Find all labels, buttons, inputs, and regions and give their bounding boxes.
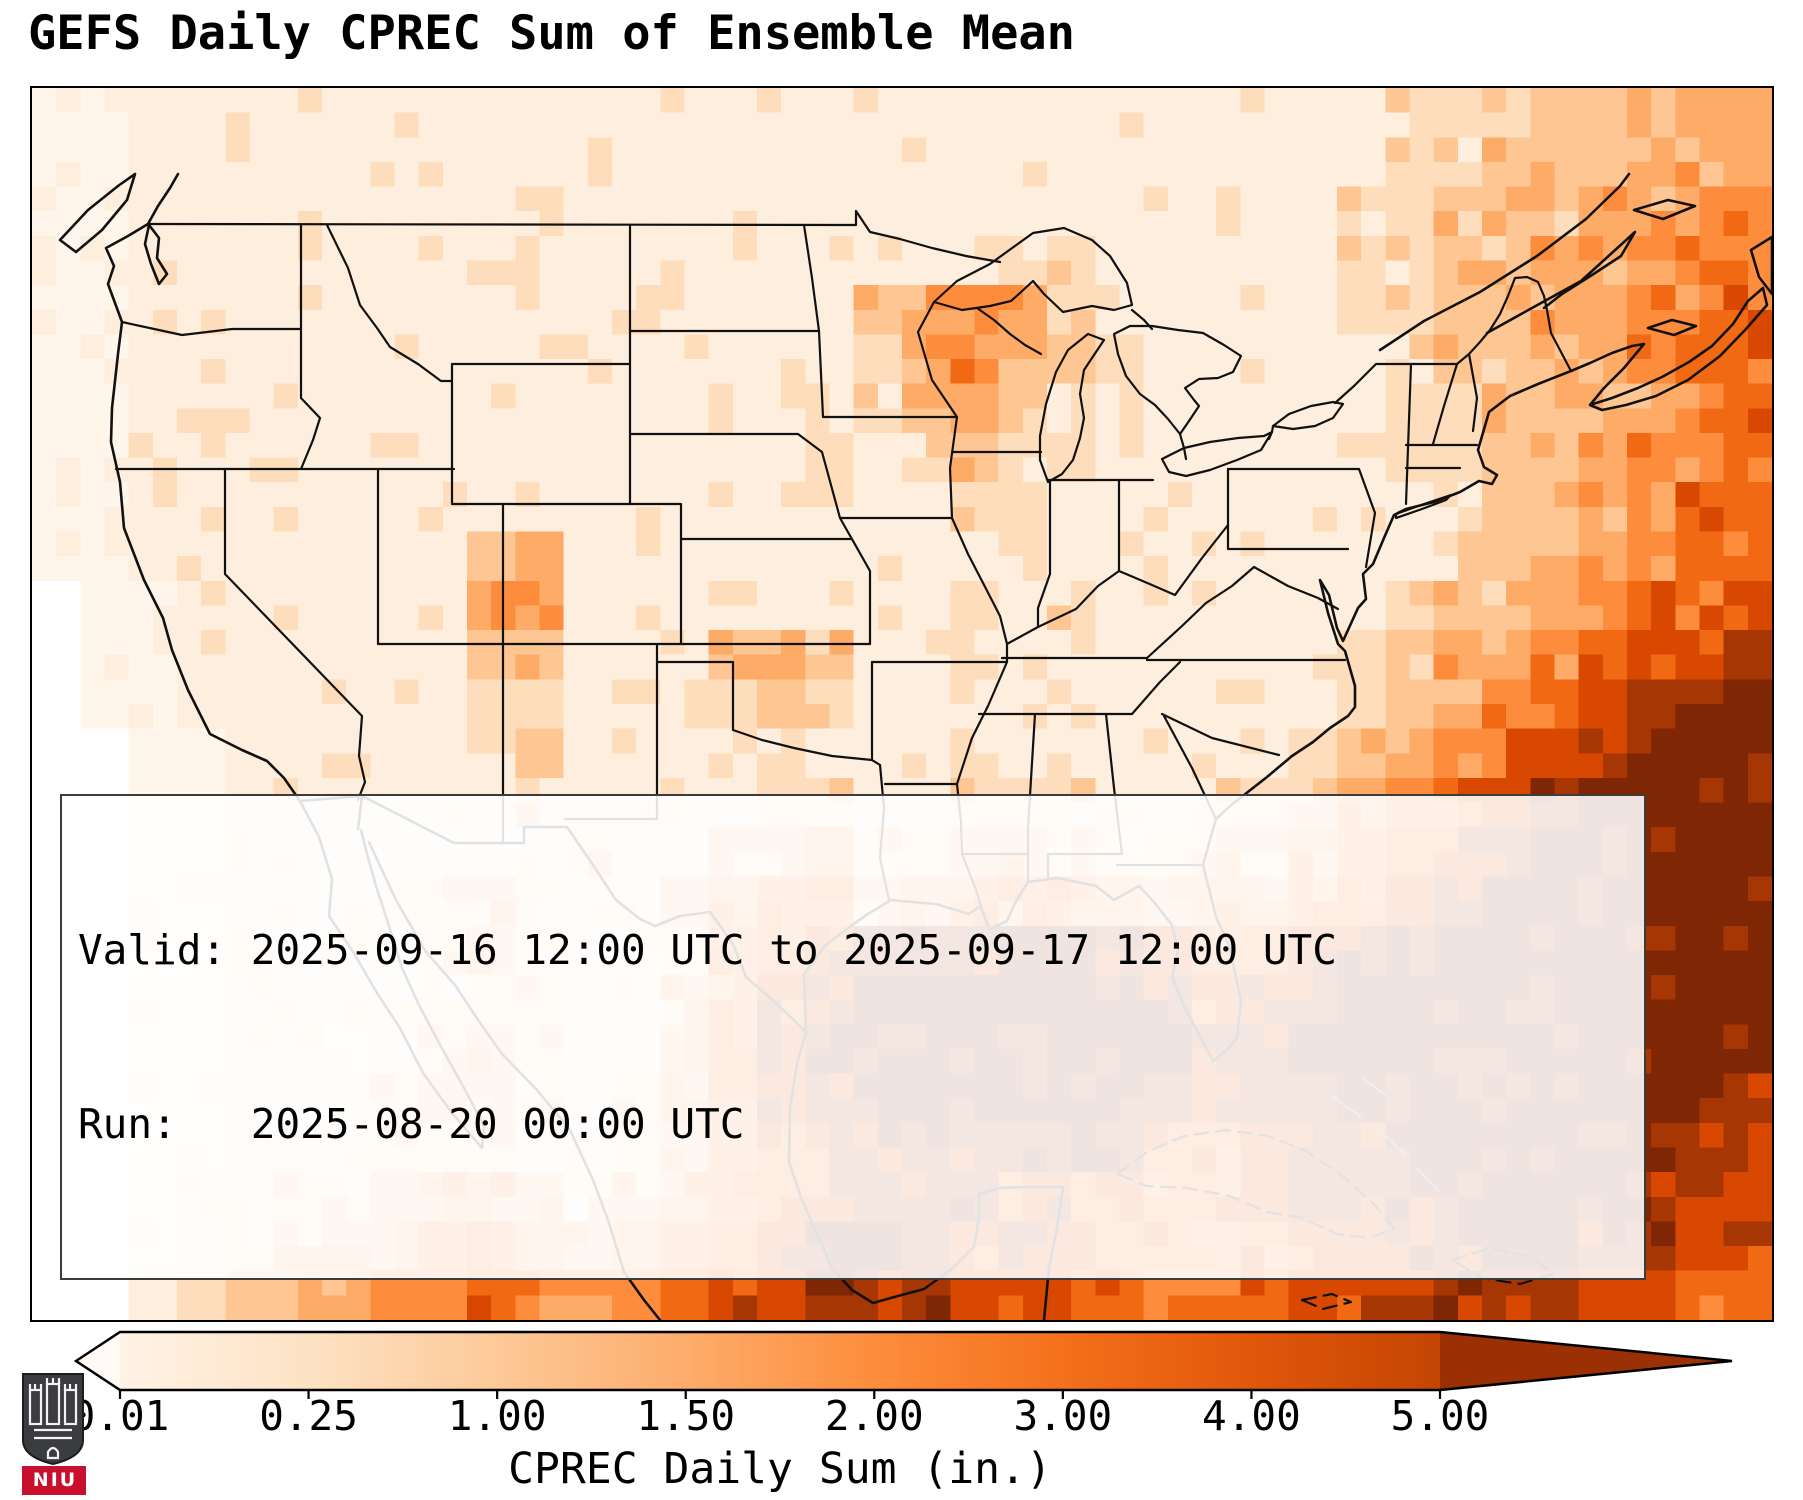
colorbar-tick: 5.00	[1390, 1392, 1490, 1440]
valid-text: Valid: 2025-09-16 12:00 UTC to 2025-09-1…	[78, 925, 1337, 974]
castle-icon	[22, 1373, 84, 1466]
colorbar-tick: 3.00	[1013, 1392, 1113, 1440]
colorbar-label: CPREC Daily Sum (in.)	[508, 1444, 1052, 1494]
colorbar-tick-labels: 0.01 0.25 1.00 1.50 2.00 3.00 4.00 5.00	[0, 1392, 1803, 1444]
colorbar-tick: 4.00	[1202, 1392, 1301, 1440]
colorbar-tick: 0.01	[70, 1392, 170, 1440]
colorbar-tick: 0.25	[259, 1392, 358, 1440]
niu-logo-text: NIU	[22, 1466, 86, 1495]
map-panel: Valid: 2025-09-16 12:00 UTC to 2025-09-1…	[30, 86, 1774, 1322]
state-borders-path	[114, 223, 1479, 927]
colorbar-tick: 2.00	[824, 1392, 924, 1440]
page-title: GEFS Daily CPREC Sum of Ensemble Mean	[28, 6, 1075, 61]
colorbar	[73, 1330, 1733, 1399]
run-text: Run: 2025-08-20 00:00 UTC	[78, 1100, 745, 1149]
niu-logo: NIU	[20, 1372, 86, 1495]
great-lakes-path	[932, 226, 1453, 520]
colorbar-tick: 1.50	[636, 1392, 736, 1440]
valid-run-infobox: Valid: 2025-09-16 12:00 UTC to 2025-09-1…	[60, 794, 1646, 1280]
colorbar-tick: 1.00	[447, 1392, 547, 1440]
